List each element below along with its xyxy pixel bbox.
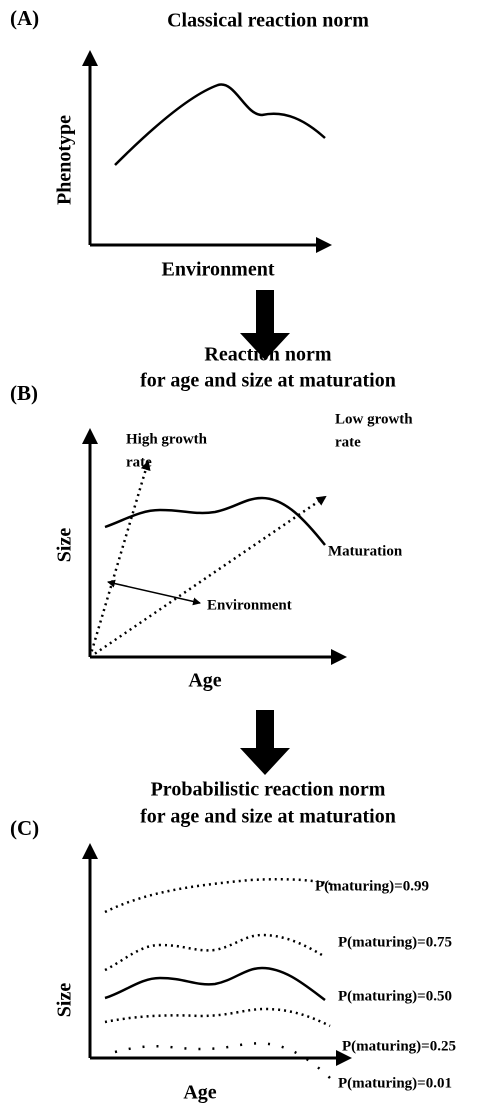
curve-label: P(maturing)=0.50	[338, 988, 452, 1004]
annotation: High growth	[126, 431, 208, 447]
panel-title: for age and size at maturation	[140, 806, 396, 828]
y-axis-label: Size	[54, 528, 76, 563]
panel-letter: (C)	[10, 816, 39, 840]
axis-arrowheads	[82, 50, 332, 253]
annotation: Maturation	[328, 543, 403, 559]
curve-025	[104, 1007, 331, 1028]
curve-label: P(maturing)=0.25	[342, 1038, 456, 1054]
panel-title: Reaction norm	[204, 344, 332, 366]
curve-label: P(maturing)=0.75	[338, 934, 452, 950]
annotation: rate	[335, 434, 361, 450]
down-arrow	[240, 290, 290, 360]
annotation: rate	[126, 454, 152, 470]
axes	[88, 855, 338, 1060]
reaction-norm-curve	[114, 83, 326, 166]
curve-001	[114, 1042, 331, 1079]
maturation-curve	[104, 496, 326, 546]
annotation: Environment	[207, 597, 292, 613]
panel-title: for age and size at maturation	[140, 370, 396, 392]
panel-title: Classical reaction norm	[167, 10, 369, 32]
axes	[88, 440, 333, 659]
x-axis-label: Environment	[162, 259, 275, 281]
environment-arrow	[107, 579, 201, 606]
annotation: Low growth	[335, 411, 413, 427]
panel-title: Probabilistic reaction norm	[151, 779, 386, 801]
x-axis-label: Age	[183, 1082, 216, 1104]
y-axis-label: Size	[54, 983, 76, 1018]
high-growth-line	[88, 460, 151, 658]
panel-letter: (B)	[10, 381, 38, 405]
panel-letter: (A)	[10, 6, 39, 30]
curve-075	[104, 933, 323, 972]
curve-099	[104, 878, 336, 914]
down-arrow	[240, 710, 290, 775]
axes	[88, 62, 318, 247]
axis-arrowheads	[82, 843, 352, 1066]
x-axis-label: Age	[188, 670, 221, 692]
curve-label: P(maturing)=0.01	[338, 1075, 452, 1091]
y-axis-label: Phenotype	[54, 115, 76, 205]
low-growth-line	[89, 495, 327, 659]
curve-050	[104, 966, 326, 1001]
curve-label: P(maturing)=0.99	[315, 878, 429, 894]
